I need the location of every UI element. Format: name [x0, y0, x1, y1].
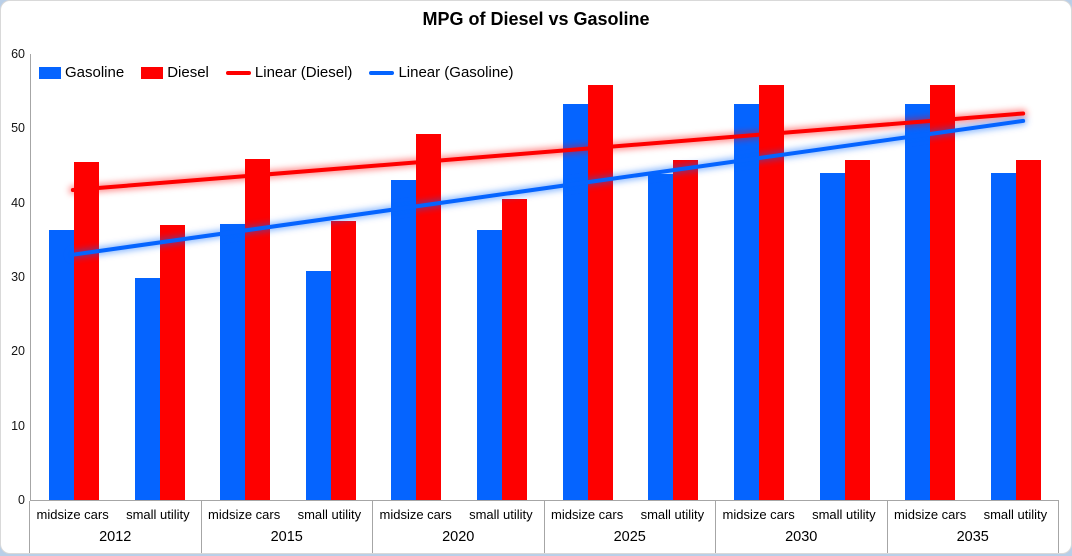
linear-diesel-line-icon: [225, 70, 251, 75]
category-cell: [459, 54, 545, 500]
year-group-2020: [374, 54, 545, 500]
category-cell: [202, 54, 288, 500]
y-axis-tick-label: 50: [11, 121, 25, 136]
y-axis-line: [30, 54, 31, 500]
diesel-swatch-icon: [141, 66, 164, 79]
legend-item-diesel[interactable]: Diesel: [141, 64, 209, 81]
bar-diesel-2035-small-utility[interactable]: [1016, 159, 1042, 500]
gasoline-swatch-icon: [39, 66, 61, 79]
bar-diesel-2012-midsize-cars[interactable]: [73, 161, 99, 500]
year-group-label: 2025: [613, 529, 646, 545]
category-cell: [31, 54, 117, 500]
legend-label-linear-gasoline: Linear (Gasoline): [398, 64, 514, 81]
chart-title: MPG of Diesel vs Gasoline: [422, 9, 650, 29]
trendline-linear-gasoline[interactable]: [70, 118, 1026, 257]
bar-gasoline-2025-midsize-cars[interactable]: [562, 103, 588, 500]
bar-gasoline-2035-small-utility[interactable]: [991, 172, 1017, 500]
legend-item-gasoline[interactable]: Gasoline: [39, 64, 124, 81]
bar-diesel-2030-small-utility[interactable]: [844, 159, 870, 500]
category-cell: [117, 54, 203, 500]
bar-diesel-2035-midsize-cars[interactable]: [930, 85, 956, 500]
category-label: midsize cars: [894, 507, 967, 522]
x-axis-group-2025: midsize cars small utility 2025: [545, 501, 716, 553]
x-axis-band: midsize cars small utility 2012 midsize car…: [29, 500, 1059, 553]
legend: Gasoline Diesel Linear (Diesel) Linear (…: [39, 64, 514, 81]
category-label: small utility: [983, 507, 1048, 522]
legend-label-linear-diesel: Linear (Diesel): [254, 64, 353, 81]
trendlines-layer: [68, 109, 1028, 259]
y-axis-tick-label: 0: [18, 493, 25, 507]
year-group-label: 2012: [99, 529, 132, 545]
y-axis-tick-label: 30: [11, 270, 25, 284]
bar-gasoline-2012-small-utility[interactable]: [134, 277, 160, 500]
year-group-label: 2015: [270, 529, 303, 545]
category-cell: [631, 54, 717, 500]
bar-diesel-2030-midsize-cars[interactable]: [759, 85, 785, 500]
legend-label-diesel: Diesel: [167, 64, 209, 81]
bar-diesel-2020-small-utility[interactable]: [502, 198, 528, 500]
y-axis-tick-label: 20: [11, 344, 25, 359]
bar-diesel-2025-small-utility[interactable]: [673, 159, 699, 500]
x-axis-group-2035: midsize cars small utility 2035: [888, 501, 1059, 553]
category-label: midsize cars: [551, 507, 624, 522]
category-cell: [288, 54, 374, 500]
legend-label-gasoline: Gasoline: [65, 64, 125, 81]
bar-gasoline-2035-midsize-cars[interactable]: [905, 103, 931, 500]
year-group-2035: [888, 54, 1059, 500]
category-label: small utility: [640, 507, 705, 522]
bar-gasoline-2030-small-utility[interactable]: [819, 172, 845, 500]
bar-diesel-2012-small-utility[interactable]: [159, 224, 185, 500]
y-axis-tick-label: 60: [11, 47, 25, 61]
y-axis-tick-label: 40: [11, 195, 25, 210]
category-cell: [374, 54, 460, 500]
category-label: small utility: [126, 507, 190, 522]
category-label: small utility: [469, 507, 533, 522]
year-group-2025: [545, 54, 716, 500]
x-axis-group-2015: midsize cars small utility 2015: [202, 501, 373, 553]
x-axis-group-2012: midsize cars small utility 2012: [29, 501, 202, 553]
category-label: small utility: [812, 507, 876, 522]
bar-diesel-2020-midsize-cars[interactable]: [416, 134, 442, 500]
category-label: small utility: [297, 507, 362, 522]
plot-area: [31, 54, 1059, 500]
bar-gasoline-2020-midsize-cars[interactable]: [391, 179, 417, 500]
y-axis-tick-label: 10: [11, 418, 25, 433]
x-axis-group-2020: midsize cars small utility 2020: [373, 501, 545, 553]
bar-gasoline-2012-midsize-cars[interactable]: [48, 230, 74, 500]
bar-gasoline-2025-small-utility[interactable]: [648, 174, 674, 500]
bar-diesel-2015-midsize-cars[interactable]: [245, 158, 271, 500]
category-cell: [888, 54, 974, 500]
linear-gasoline-line-icon: [369, 70, 395, 75]
trendline-linear-diesel[interactable]: [70, 111, 1026, 193]
bar-gasoline-2015-small-utility[interactable]: [305, 271, 331, 500]
bar-gasoline-2030-midsize-cars[interactable]: [734, 103, 760, 500]
year-group-label: 2020: [442, 529, 475, 545]
category-cell: [802, 54, 888, 500]
bar-gasoline-2015-midsize-cars[interactable]: [220, 224, 246, 500]
category-cell: [973, 54, 1059, 500]
legend-item-linear-diesel[interactable]: Linear (Diesel): [225, 64, 353, 81]
year-group-label: 2035: [956, 529, 989, 545]
x-axis-group-2030: midsize cars small utility 2030: [716, 501, 888, 553]
category-label: midsize cars: [36, 507, 109, 522]
category-cell: [545, 54, 631, 500]
year-group-2012: [31, 54, 202, 500]
year-group-2030: [716, 54, 887, 500]
bar-diesel-2015-small-utility[interactable]: [330, 220, 356, 500]
legend-item-linear-gasoline[interactable]: Linear (Gasoline): [369, 64, 514, 81]
bar-gasoline-2020-small-utility[interactable]: [477, 230, 503, 500]
year-group-label: 2030: [785, 529, 818, 545]
year-group-2015: [202, 54, 373, 500]
bar-diesel-2025-midsize-cars[interactable]: [587, 85, 613, 500]
category-label: midsize cars: [208, 507, 281, 522]
category-label: midsize cars: [379, 507, 452, 522]
category-cell: [716, 54, 802, 500]
category-label: midsize cars: [722, 507, 795, 522]
